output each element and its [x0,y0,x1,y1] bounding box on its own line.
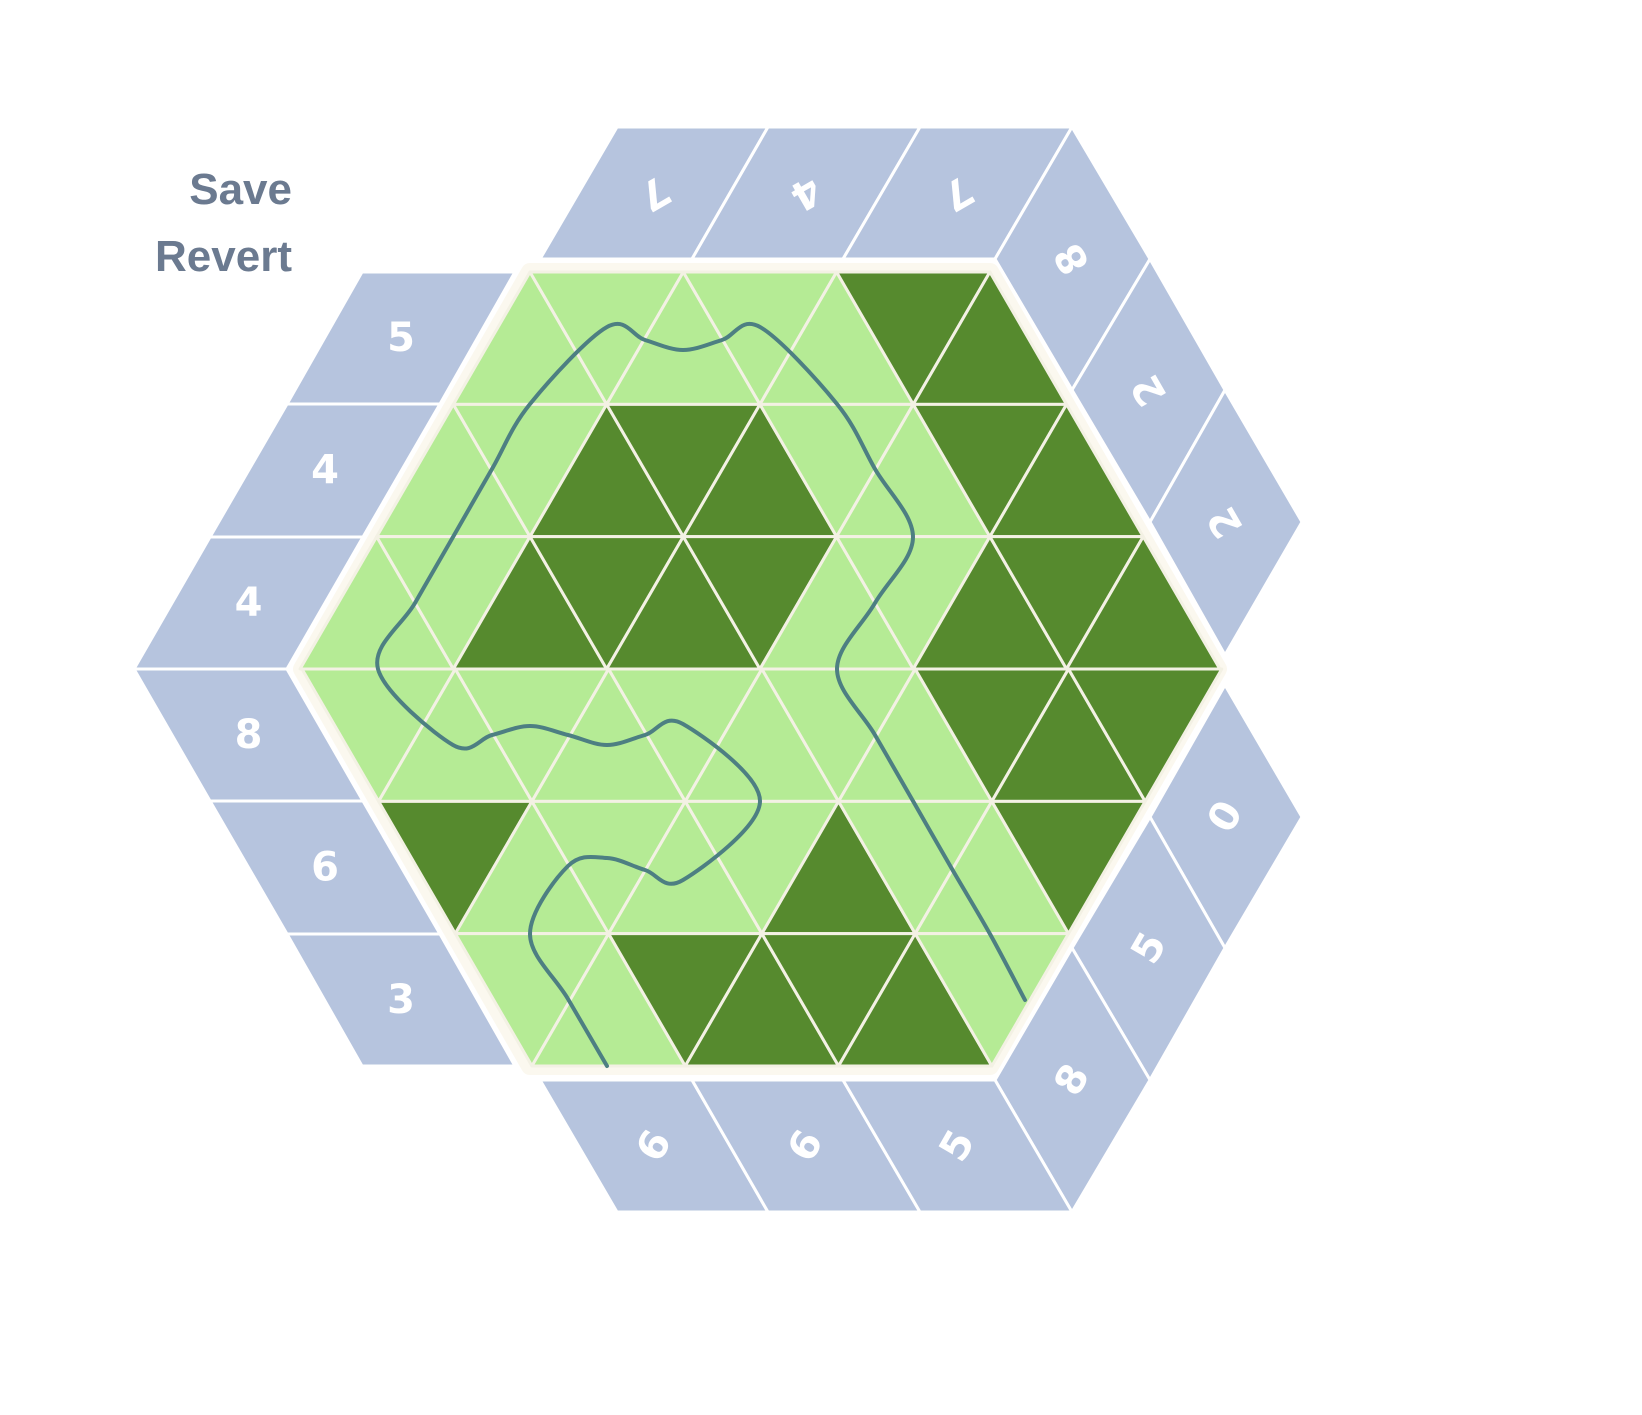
clue-number: 6 [311,845,339,891]
revert-button[interactable]: Revert [155,232,292,281]
clue-number: 5 [387,315,415,361]
clue-number: 8 [235,712,263,758]
save-button[interactable]: Save [189,165,292,214]
clue-tile [1148,386,1304,659]
clue-number: 4 [235,580,263,626]
cell [990,799,1147,936]
cell [1067,667,1224,803]
clue-tile [840,1078,1075,1214]
loop-path [375,321,1027,1068]
clue-number: 4 [311,448,339,494]
clue-tile [284,932,518,1068]
clue-number: 3 [387,977,415,1023]
